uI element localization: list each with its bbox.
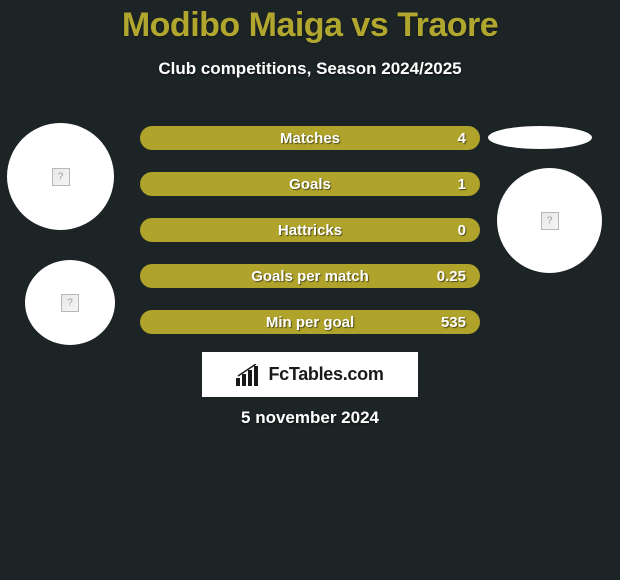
stat-value-right: 0.25 bbox=[437, 268, 466, 285]
avatar-left-top bbox=[7, 123, 114, 230]
stat-row-hattricks: Hattricks 0 bbox=[140, 218, 480, 242]
stat-value-right: 535 bbox=[441, 314, 466, 331]
logo-text: FcTables.com bbox=[268, 364, 383, 385]
avatar-right-top-ellipse bbox=[488, 126, 592, 149]
stat-row-min-per-goal: Min per goal 535 bbox=[140, 310, 480, 334]
broken-image-icon bbox=[61, 294, 79, 312]
stat-row-matches: Matches 4 bbox=[140, 126, 480, 150]
stat-label: Goals bbox=[289, 176, 331, 193]
stat-value-right: 4 bbox=[458, 130, 466, 147]
broken-image-icon bbox=[541, 212, 559, 230]
stat-label: Goals per match bbox=[251, 268, 369, 285]
broken-image-icon bbox=[52, 168, 70, 186]
avatar-right-mid bbox=[497, 168, 602, 273]
stat-value-right: 0 bbox=[458, 222, 466, 239]
page-title: Modibo Maiga vs Traore bbox=[0, 0, 620, 45]
stats-container: Matches 4 Goals 1 Hattricks 0 Goals per … bbox=[140, 126, 480, 356]
stat-row-goals-per-match: Goals per match 0.25 bbox=[140, 264, 480, 288]
stat-label: Hattricks bbox=[278, 222, 342, 239]
date-label: 5 november 2024 bbox=[0, 408, 620, 428]
subtitle: Club competitions, Season 2024/2025 bbox=[0, 59, 620, 79]
stat-label: Matches bbox=[280, 130, 340, 147]
avatar-left-bottom bbox=[25, 260, 115, 345]
fctables-logo[interactable]: FcTables.com bbox=[202, 352, 418, 397]
stat-row-goals: Goals 1 bbox=[140, 172, 480, 196]
stat-value-right: 1 bbox=[458, 176, 466, 193]
stat-label: Min per goal bbox=[266, 314, 354, 331]
bars-chart-icon bbox=[236, 364, 264, 386]
